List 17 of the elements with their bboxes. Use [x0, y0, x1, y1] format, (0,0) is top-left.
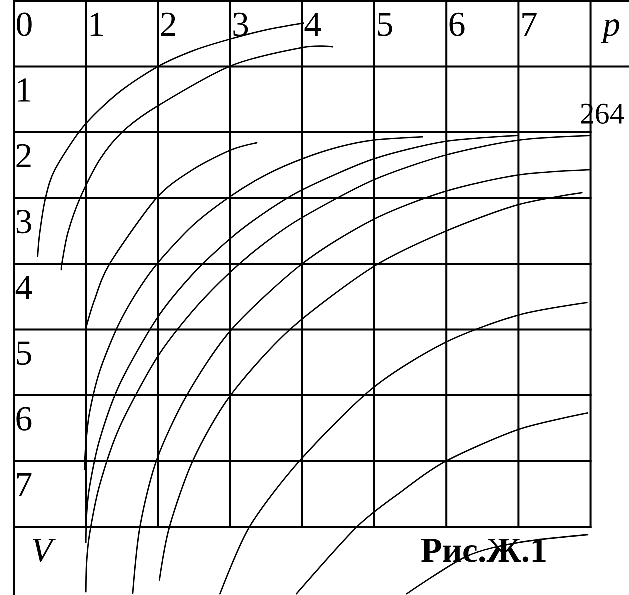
y-tick-label: 1 [18, 78, 31, 102]
x-tick-label: 0 [17, 12, 32, 36]
y-tick-label: 4 [16, 276, 32, 299]
x-tick-label: 2 [161, 12, 176, 36]
x-tick-label: 7 [522, 13, 537, 36]
y-tick-label: 3 [16, 210, 32, 234]
y-axis-title: V [33, 539, 56, 563]
x-tick-label: 4 [304, 12, 322, 36]
y-tick-label: 5 [17, 342, 32, 366]
x-axis-title: p [600, 20, 620, 44]
x-tick-label: 1 [90, 12, 104, 36]
y-tick-label: 2 [16, 144, 31, 168]
x-tick-label: 3 [234, 12, 248, 36]
x-tick-label: 6 [450, 12, 465, 36]
x-tick-label: 5 [378, 13, 392, 36]
y-tick-label: 6 [16, 407, 32, 431]
y-tick-label: 7 [18, 473, 32, 496]
